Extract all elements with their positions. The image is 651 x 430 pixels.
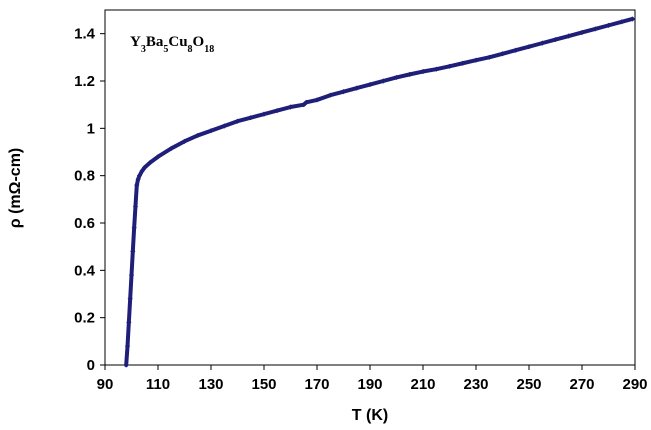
data-point	[513, 47, 519, 53]
x-tick-label: 250	[516, 376, 541, 393]
data-point	[168, 145, 174, 152]
data-point	[327, 92, 333, 98]
y-tick-label: 1	[87, 120, 95, 137]
data-point	[407, 71, 413, 77]
data-point	[132, 203, 139, 210]
data-point	[499, 51, 506, 57]
x-tick-label: 150	[251, 376, 276, 393]
data-point	[420, 68, 426, 75]
data-point	[130, 248, 136, 254]
data-point	[380, 78, 386, 84]
data-point	[354, 85, 360, 91]
data-point	[208, 128, 214, 134]
data-point	[136, 173, 143, 179]
x-tick-label: 210	[410, 376, 435, 393]
x-tick-label: 270	[569, 376, 594, 393]
x-axis-title: T (K)	[352, 407, 388, 424]
x-tick-label: 290	[622, 376, 647, 393]
y-tick-label: 0.8	[74, 168, 95, 185]
data-point	[566, 33, 572, 39]
data-point	[629, 16, 635, 22]
data-point	[127, 296, 133, 302]
data-point	[314, 97, 320, 103]
data-point	[473, 57, 479, 63]
data-point	[139, 168, 145, 174]
axis-ticks: 90 110 130 150 170 190 210 230 250 270 290 0 0.2 0.4 0…	[74, 26, 647, 393]
data-point	[234, 118, 241, 124]
data-point	[248, 115, 254, 121]
data-point	[367, 81, 373, 88]
data-series	[123, 16, 635, 368]
data-point	[619, 19, 625, 25]
y-tick-label: 1.2	[74, 73, 95, 90]
y-tick-label: 0.4	[74, 262, 96, 279]
x-tick-label: 130	[198, 376, 223, 393]
x-tick-label: 90	[97, 376, 114, 393]
data-point	[446, 63, 453, 69]
data-point	[460, 60, 466, 66]
data-point	[579, 29, 585, 36]
y-tick-label: 0.2	[74, 310, 95, 327]
data-point	[142, 164, 148, 170]
data-point	[181, 138, 188, 144]
data-point	[147, 160, 153, 166]
data-point	[433, 66, 439, 72]
data-point	[126, 319, 132, 325]
data-point	[261, 111, 267, 117]
y-tick-label: 1.4	[74, 26, 96, 43]
data-point	[221, 123, 227, 129]
data-point	[393, 74, 400, 81]
data-point	[128, 272, 135, 278]
data-point	[287, 104, 294, 110]
plot-area	[104, 9, 636, 366]
x-tick-label: 110	[146, 376, 170, 393]
data-point	[605, 22, 612, 28]
data-point	[592, 26, 598, 32]
y-axis-title: ρ (mΩ-cm)	[7, 148, 24, 229]
y-tick-label: 0	[87, 357, 95, 374]
data-point	[274, 107, 280, 114]
data-point	[486, 54, 492, 60]
compound-formula-annotation: Y3Ba5Cu8O18	[130, 34, 214, 55]
data-point	[539, 40, 545, 46]
data-point	[303, 99, 309, 105]
data-point	[124, 343, 131, 349]
x-tick-label: 190	[357, 376, 382, 393]
y-tick-label: 0.6	[74, 215, 95, 232]
x-tick-label: 170	[304, 376, 329, 393]
data-point	[526, 44, 532, 50]
x-tick-label: 230	[463, 376, 488, 393]
data-point	[340, 89, 347, 95]
data-point	[552, 36, 559, 43]
data-point	[123, 362, 129, 368]
data-point	[134, 182, 140, 188]
data-point	[131, 225, 137, 231]
data-point	[195, 132, 201, 139]
data-point	[155, 154, 161, 160]
